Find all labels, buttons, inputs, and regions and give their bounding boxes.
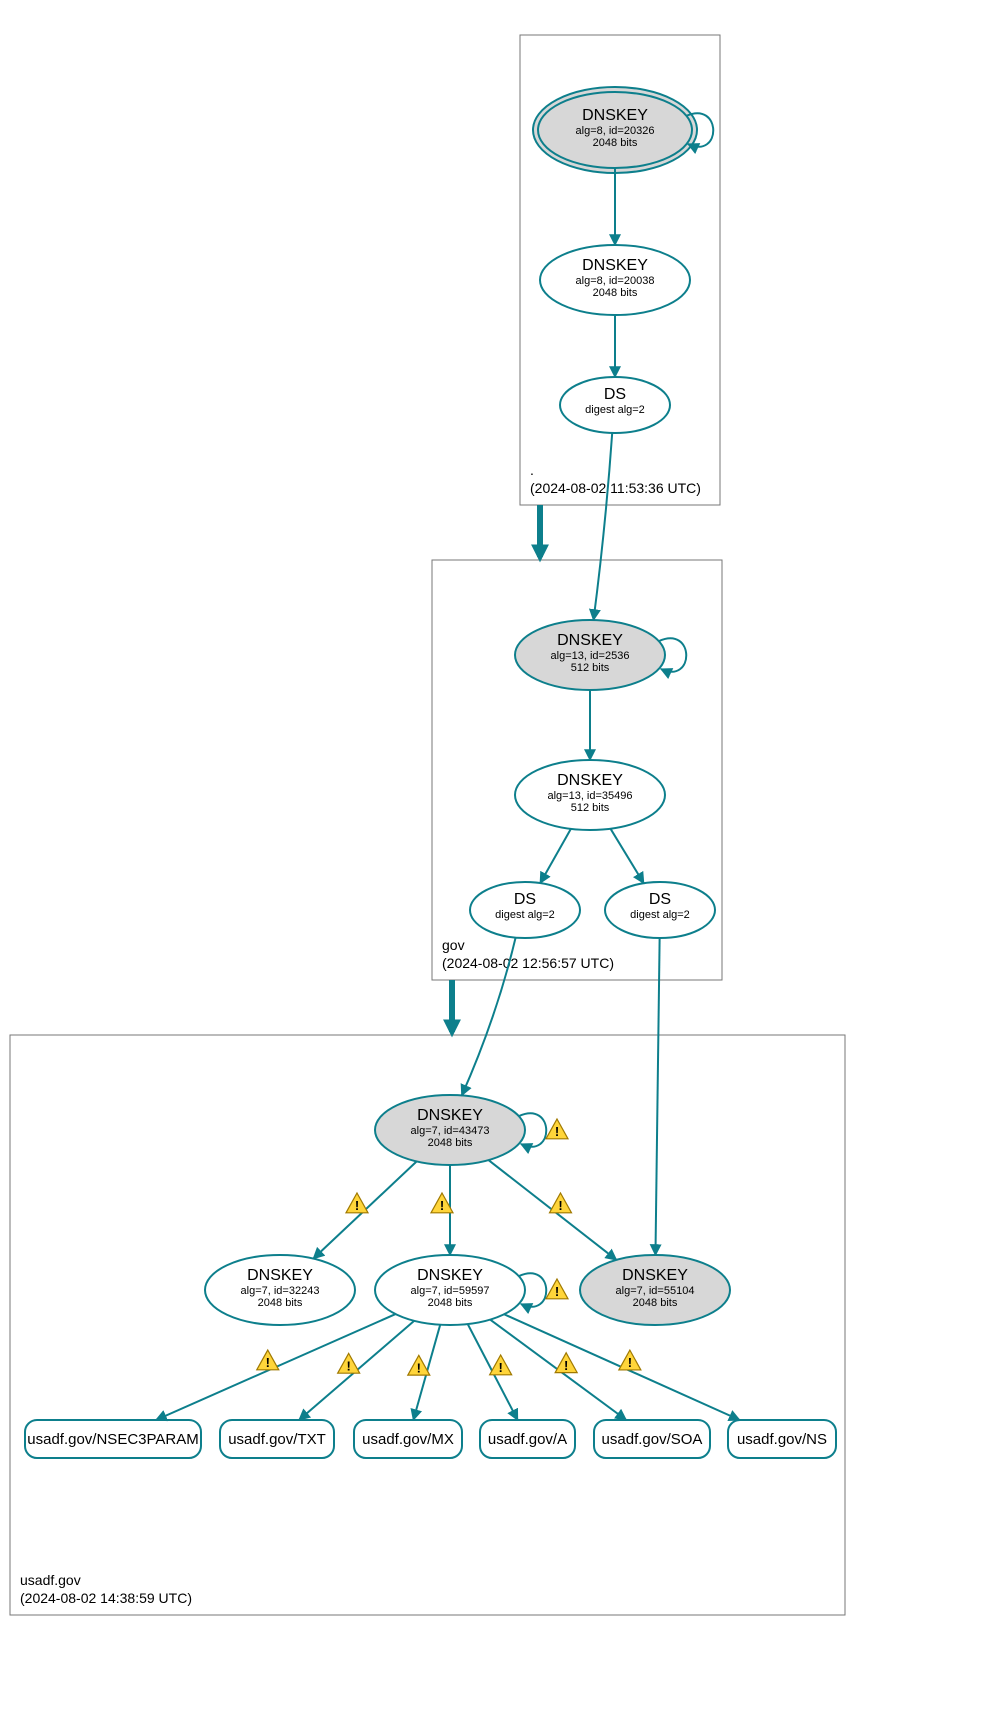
- node-rr-mx: usadf.gov/MX: [354, 1420, 462, 1458]
- edge: [593, 433, 612, 620]
- svg-text:2048 bits: 2048 bits: [258, 1297, 303, 1309]
- svg-text:!: !: [628, 1355, 632, 1370]
- svg-text:!: !: [564, 1358, 568, 1373]
- edge: [540, 829, 571, 883]
- svg-text:.: .: [530, 462, 534, 478]
- svg-text:usadf.gov/NS: usadf.gov/NS: [737, 1431, 827, 1448]
- node-rr-nsec3: usadf.gov/NSEC3PARAM: [25, 1420, 201, 1458]
- warning-icon: !: [408, 1355, 430, 1375]
- svg-text:usadf.gov: usadf.gov: [20, 1572, 81, 1588]
- svg-text:!: !: [346, 1358, 350, 1373]
- node-usadf-ksk: DNSKEYalg=7, id=434732048 bits!: [375, 1095, 568, 1165]
- dnssec-graph: . (2024-08-02 11:53:36 UTC) gov (2024-08-02…: [0, 0, 983, 1721]
- warning-icon: !: [555, 1353, 577, 1373]
- svg-text:2048 bits: 2048 bits: [593, 287, 638, 299]
- svg-text:usadf.gov/MX: usadf.gov/MX: [362, 1431, 454, 1448]
- svg-text:512 bits: 512 bits: [571, 662, 610, 674]
- node-root-ds: DSdigest alg=2: [560, 377, 670, 433]
- svg-text:DNSKEY: DNSKEY: [247, 1267, 313, 1284]
- svg-text:!: !: [440, 1198, 444, 1213]
- svg-text:!: !: [355, 1198, 359, 1213]
- svg-text:!: !: [555, 1124, 559, 1139]
- svg-text:!: !: [498, 1360, 502, 1375]
- warning-icon: !: [550, 1193, 572, 1213]
- warning-icon: !: [546, 1279, 568, 1299]
- svg-text:DS: DS: [649, 891, 671, 908]
- node-usadf-k2: DNSKEYalg=7, id=595972048 bits!: [375, 1255, 568, 1325]
- svg-text:gov: gov: [442, 937, 465, 953]
- warning-icon: !: [338, 1353, 360, 1373]
- svg-text:2048 bits: 2048 bits: [428, 1137, 473, 1149]
- node-root-zsk: DNSKEYalg=8, id=200382048 bits: [540, 245, 690, 315]
- warning-icon: !: [490, 1355, 512, 1375]
- edge: [610, 829, 643, 884]
- svg-text:DNSKEY: DNSKEY: [417, 1107, 483, 1124]
- svg-text:!: !: [555, 1284, 559, 1299]
- node-root-ksk: DNSKEYalg=8, id=203262048 bits: [533, 87, 713, 173]
- svg-text:digest alg=2: digest alg=2: [630, 909, 690, 921]
- svg-text:alg=7, id=55104: alg=7, id=55104: [616, 1285, 695, 1297]
- warning-icon: !: [346, 1193, 368, 1213]
- svg-text:usadf.gov/TXT: usadf.gov/TXT: [228, 1431, 326, 1448]
- warning-icon: !: [546, 1119, 568, 1139]
- svg-text:(2024-08-02 12:56:57 UTC): (2024-08-02 12:56:57 UTC): [442, 955, 614, 971]
- svg-text:digest alg=2: digest alg=2: [585, 404, 645, 416]
- svg-text:alg=8, id=20326: alg=8, id=20326: [576, 125, 655, 137]
- svg-text:!: !: [266, 1355, 270, 1370]
- svg-text:usadf.gov/NSEC3PARAM: usadf.gov/NSEC3PARAM: [27, 1431, 198, 1448]
- svg-text:digest alg=2: digest alg=2: [495, 909, 555, 921]
- svg-text:!: !: [558, 1198, 562, 1213]
- svg-text:alg=13, id=35496: alg=13, id=35496: [547, 790, 632, 802]
- svg-text:alg=7, id=59597: alg=7, id=59597: [411, 1285, 490, 1297]
- svg-text:2048 bits: 2048 bits: [633, 1297, 678, 1309]
- svg-text:DNSKEY: DNSKEY: [622, 1267, 688, 1284]
- svg-text:DNSKEY: DNSKEY: [582, 107, 648, 124]
- svg-text:DS: DS: [604, 386, 626, 403]
- svg-text:alg=8, id=20038: alg=8, id=20038: [576, 275, 655, 287]
- svg-text:2048 bits: 2048 bits: [593, 137, 638, 149]
- node-rr-ns: usadf.gov/NS: [728, 1420, 836, 1458]
- warning-icon: !: [619, 1350, 641, 1370]
- svg-text:!: !: [417, 1360, 421, 1375]
- svg-text:DNSKEY: DNSKEY: [557, 632, 623, 649]
- svg-text:alg=7, id=32243: alg=7, id=32243: [241, 1285, 320, 1297]
- svg-text:DNSKEY: DNSKEY: [417, 1267, 483, 1284]
- node-gov-ds1: DSdigest alg=2: [470, 882, 580, 938]
- svg-text:512 bits: 512 bits: [571, 802, 610, 814]
- svg-text:DNSKEY: DNSKEY: [582, 257, 648, 274]
- svg-text:usadf.gov/A: usadf.gov/A: [488, 1431, 567, 1448]
- node-rr-txt: usadf.gov/TXT: [220, 1420, 334, 1458]
- svg-text:alg=13, id=2536: alg=13, id=2536: [551, 650, 630, 662]
- svg-text:2048 bits: 2048 bits: [428, 1297, 473, 1309]
- node-usadf-k1: DNSKEYalg=7, id=322432048 bits: [205, 1255, 355, 1325]
- svg-text:DNSKEY: DNSKEY: [557, 772, 623, 789]
- svg-text:DS: DS: [514, 891, 536, 908]
- node-rr-a: usadf.gov/A: [480, 1420, 575, 1458]
- svg-text:alg=7, id=43473: alg=7, id=43473: [411, 1125, 490, 1137]
- warning-icon: !: [257, 1350, 279, 1370]
- node-rr-soa: usadf.gov/SOA: [594, 1420, 710, 1458]
- svg-text:(2024-08-02 11:53:36 UTC): (2024-08-02 11:53:36 UTC): [530, 480, 701, 496]
- node-gov-zsk: DNSKEYalg=13, id=35496512 bits: [515, 760, 665, 830]
- edge: [655, 938, 659, 1255]
- svg-text:(2024-08-02 14:38:59 UTC): (2024-08-02 14:38:59 UTC): [20, 1590, 192, 1606]
- node-usadf-k3: DNSKEYalg=7, id=551042048 bits: [580, 1255, 730, 1325]
- node-gov-ds2: DSdigest alg=2: [605, 882, 715, 938]
- svg-text:usadf.gov/SOA: usadf.gov/SOA: [602, 1431, 703, 1448]
- node-gov-ksk: DNSKEYalg=13, id=2536512 bits: [515, 620, 686, 690]
